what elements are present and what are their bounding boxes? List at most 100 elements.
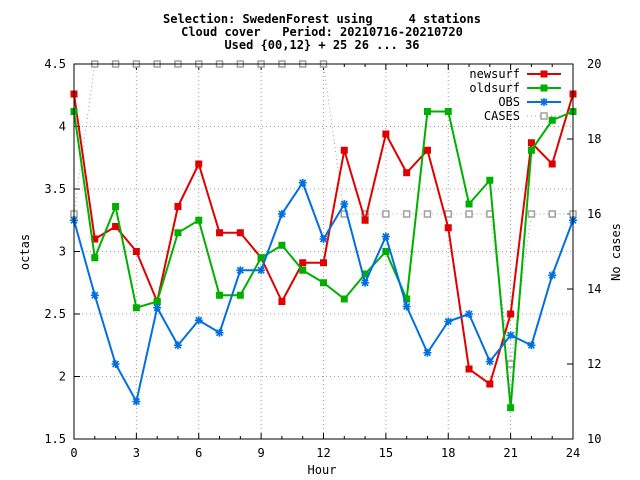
x-tick-label: 3 — [133, 446, 140, 460]
grid-lines — [74, 64, 573, 439]
legend-marker — [540, 84, 548, 92]
x-axis-label: Hour — [308, 463, 337, 477]
x-tick-label: 15 — [379, 446, 393, 460]
data-point-newsurf — [195, 160, 203, 168]
data-point-obs — [548, 271, 557, 280]
data-point-oldsurf — [340, 295, 348, 303]
data-point-oldsurf — [423, 108, 431, 115]
data-point-obs — [319, 235, 328, 243]
data-point-newsurf — [216, 229, 224, 237]
chart-title-line-3: Used {00,12} + 25 26 ... 36 — [224, 38, 419, 52]
y2-axis-label: No cases — [609, 223, 623, 281]
data-point-oldsurf — [382, 248, 390, 255]
x-tick-label: 9 — [258, 446, 265, 460]
y-tick-label: 2 — [59, 370, 66, 384]
data-point-oldsurf — [444, 108, 452, 115]
data-point-cases — [465, 210, 473, 218]
data-point-newsurf — [507, 310, 515, 318]
data-point-obs — [298, 178, 307, 187]
data-point-oldsurf — [507, 404, 515, 412]
data-point-obs — [153, 303, 162, 312]
y2-tick-label: 12 — [587, 357, 601, 371]
legend-label: newsurf — [469, 67, 520, 81]
data-point-oldsurf — [216, 291, 224, 299]
data-point-oldsurf — [548, 116, 556, 124]
data-point-obs — [506, 331, 515, 340]
y-tick-label: 4 — [59, 120, 66, 134]
series-oldsurf — [70, 108, 577, 412]
data-point-oldsurf — [299, 266, 307, 274]
axis-ticks: 0 3 6 9 12 15 18 21 24 1.5 2 2.5 3 3.5 4 4.5 10 12 14 16 18 2… — [44, 57, 601, 460]
data-point-obs — [215, 328, 224, 337]
chart-title-line-1: Selection: SwedenForest using 4 stations — [163, 12, 481, 26]
data-point-oldsurf — [153, 298, 161, 305]
data-point-newsurf — [340, 146, 348, 154]
data-point-obs — [111, 360, 120, 368]
data-point-obs — [444, 317, 453, 326]
data-point-obs — [236, 266, 245, 275]
data-point-newsurf — [527, 139, 535, 147]
data-point-oldsurf — [527, 146, 535, 154]
data-point-obs — [173, 341, 182, 350]
legend-marker — [540, 98, 548, 106]
data-point-obs — [485, 357, 494, 366]
data-point-newsurf — [320, 259, 327, 267]
y-tick-label: 2.5 — [44, 307, 66, 321]
data-point-newsurf — [465, 365, 473, 373]
data-point-newsurf — [278, 298, 286, 305]
data-point-obs — [402, 302, 411, 311]
data-point-cases — [506, 360, 515, 368]
data-point-oldsurf — [320, 279, 327, 287]
data-point-cases — [527, 210, 536, 218]
data-point-oldsurf — [257, 254, 265, 262]
data-point-obs — [340, 200, 349, 208]
data-point-oldsurf — [278, 241, 286, 249]
data-point-newsurf — [132, 248, 140, 255]
data-point-oldsurf — [236, 291, 244, 299]
data-point-cases — [548, 210, 556, 218]
data-point-cases — [382, 210, 390, 218]
data-point-newsurf — [382, 130, 390, 138]
x-tick-label: 12 — [316, 446, 330, 460]
data-point-newsurf — [299, 259, 307, 267]
data-point-obs — [194, 316, 203, 325]
data-point-oldsurf — [486, 176, 494, 184]
plot-frame — [73, 63, 574, 440]
data-point-obs — [277, 210, 286, 218]
data-point-obs — [132, 397, 141, 406]
legend-item-obs: OBS — [498, 95, 561, 109]
legend-item-newsurf: newsurf — [469, 67, 561, 81]
data-point-newsurf — [548, 160, 556, 168]
x-tick-label: 6 — [195, 446, 202, 460]
x-tick-label: 0 — [70, 446, 77, 460]
data-point-oldsurf — [465, 200, 473, 208]
y2-tick-label: 20 — [587, 57, 601, 71]
data-point-oldsurf — [174, 229, 182, 237]
axis-labels: Hour octas No cases — [18, 223, 623, 477]
data-point-obs — [361, 278, 370, 287]
legend-label: CASES — [484, 109, 520, 123]
y2-tick-label: 18 — [587, 132, 601, 146]
y-tick-label: 3.5 — [44, 182, 66, 196]
data-point-newsurf — [486, 380, 494, 388]
data-point-obs — [381, 232, 390, 241]
data-point-obs — [465, 310, 474, 318]
data-point-newsurf — [444, 224, 452, 232]
legend-item-cases: CASES — [484, 109, 561, 123]
data-point-oldsurf — [112, 203, 120, 210]
data-point-obs — [423, 348, 432, 357]
data-point-cases — [423, 210, 432, 218]
data-point-obs — [257, 266, 266, 275]
chart-title-line-2: Cloud cover Period: 20210716-20210720 — [181, 25, 463, 39]
x-tick-label: 24 — [566, 446, 580, 460]
data-point-cases — [402, 210, 411, 218]
data-point-newsurf — [403, 169, 411, 177]
y-tick-label: 4.5 — [44, 57, 66, 71]
legend-label: OBS — [498, 95, 520, 109]
data-point-newsurf — [236, 229, 244, 237]
y2-tick-label: 16 — [587, 207, 601, 221]
y2-tick-label: 10 — [587, 432, 601, 446]
data-point-newsurf — [174, 203, 182, 210]
